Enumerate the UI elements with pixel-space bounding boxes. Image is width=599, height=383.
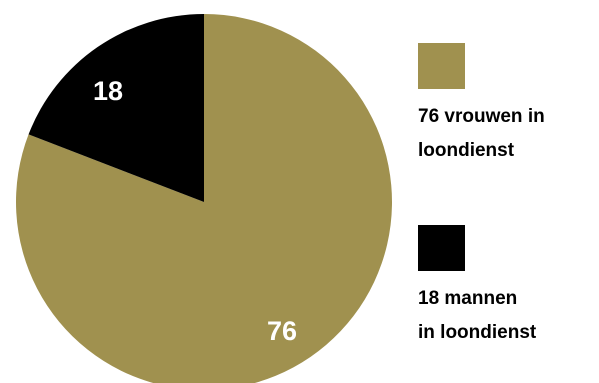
legend-label-women-line-1: 76 vrouwen in — [418, 106, 545, 127]
slice-label-men: 18 — [93, 76, 123, 106]
pie-slice-men — [28, 14, 205, 202]
pie-slice-women — [16, 14, 392, 383]
legend-swatch-women — [418, 43, 465, 89]
legend-label-women-line-2: loondienst — [418, 140, 515, 161]
legend-label-men-line-1: 18 mannen — [418, 288, 518, 309]
legend-label-women: 76 vrouwen in loondienst — [418, 100, 599, 168]
slice-label-women: 76 — [267, 316, 297, 346]
legend-item-women: 76 vrouwen in loondienst — [418, 43, 599, 168]
legend-label-men: 18 mannen in loondienst — [418, 282, 599, 350]
legend-item-men: 18 mannen in loondienst — [418, 225, 599, 350]
pie-chart: 76 18 — [16, 14, 392, 383]
pie-slices — [16, 14, 392, 383]
pie-labels: 76 18 — [93, 76, 297, 346]
legend-label-men-line-2: in loondienst — [418, 322, 537, 343]
legend-swatch-men — [418, 225, 465, 271]
